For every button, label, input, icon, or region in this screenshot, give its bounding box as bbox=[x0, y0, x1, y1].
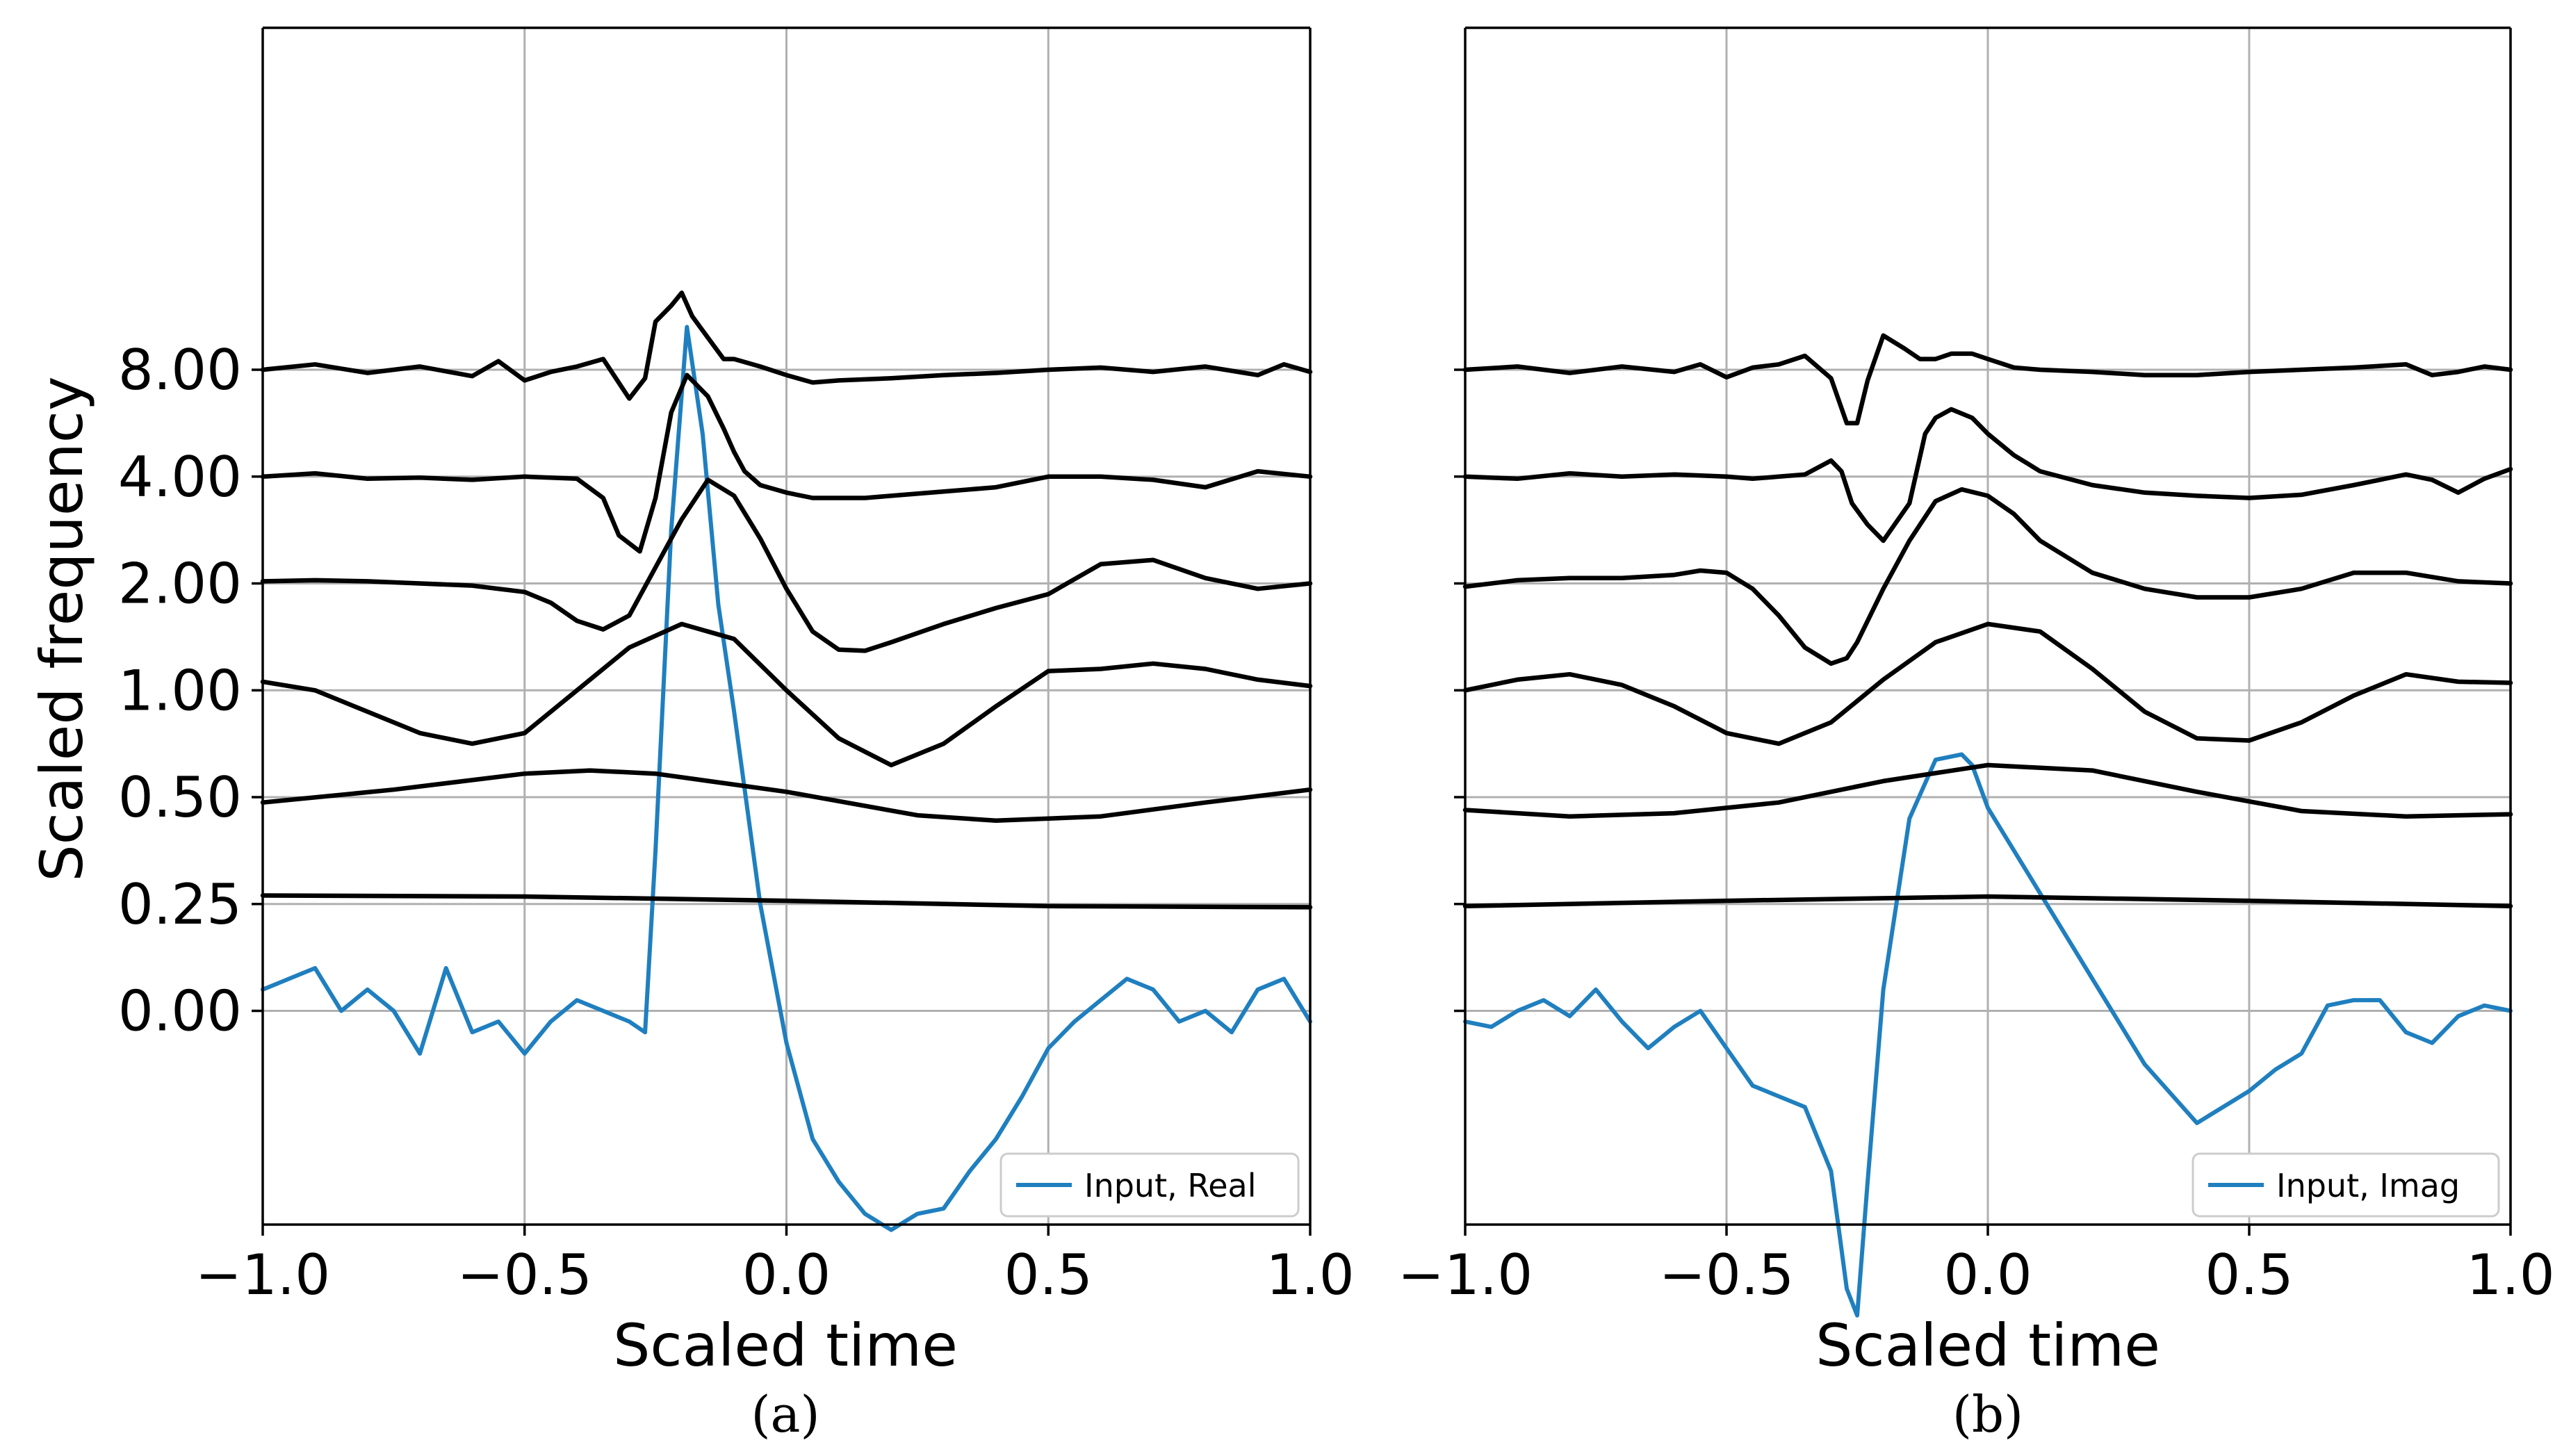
series-line-0.50 bbox=[260, 768, 1313, 824]
panel-b-xlabel: Scaled time bbox=[1815, 1311, 2160, 1380]
legend-entry-label: Input, Real bbox=[1084, 1167, 1257, 1204]
panel-b: −1.0 −0.5 0.0 0.5 1.0 Scaled time (b) Input,… bbox=[1398, 26, 2555, 1443]
y-tick-label: 2.00 bbox=[118, 552, 242, 616]
x-tick-label: 0.5 bbox=[2205, 1243, 2293, 1307]
series-line-8.00 bbox=[1462, 333, 2513, 426]
series-line-2.00 bbox=[260, 477, 1313, 653]
panel-a-label: (a) bbox=[751, 1385, 819, 1443]
x-tick-label: −0.5 bbox=[1659, 1243, 1794, 1307]
x-tick-label: 0.0 bbox=[1943, 1243, 2032, 1307]
panel-b-series bbox=[1462, 333, 2513, 1318]
y-tick-label: 1.00 bbox=[118, 658, 242, 723]
legend-box bbox=[999, 1152, 1300, 1218]
panel-a-xlabel: Scaled time bbox=[613, 1311, 958, 1380]
series-line-input bbox=[1463, 752, 2513, 1318]
x-tick-label: −1.0 bbox=[1398, 1243, 1533, 1307]
legend-box bbox=[2192, 1152, 2500, 1218]
series-line-0.25 bbox=[1462, 894, 2513, 909]
x-tick-label: 0.0 bbox=[742, 1243, 831, 1307]
y-tick-label: 8.00 bbox=[118, 338, 242, 402]
panel-b-ticks: −1.0 −0.5 0.0 0.5 1.0 bbox=[1398, 368, 2555, 1307]
series-line-2.00 bbox=[1462, 486, 2513, 666]
panel-b-label: (b) bbox=[1952, 1385, 2023, 1443]
series-line-1.00 bbox=[260, 621, 1313, 768]
series-line-8.00 bbox=[260, 291, 1313, 401]
y-tick-label: 4.00 bbox=[118, 445, 242, 509]
y-tick-label: 0.50 bbox=[118, 765, 242, 830]
panel-a-legend: Input, Real bbox=[999, 1152, 1300, 1218]
panel-a-axes bbox=[261, 26, 1312, 1226]
series-line-0.25 bbox=[260, 893, 1313, 910]
panel-a: −1.0 −0.5 0.0 0.5 1.0 0.00 0.25 0.50 1.00 2.00 4.0… bbox=[28, 26, 1355, 1443]
series-line-input bbox=[261, 325, 1312, 1232]
y-tick-label: 0.25 bbox=[118, 872, 242, 937]
legend-entry-label: Input, Imag bbox=[2276, 1167, 2460, 1204]
panel-b-legend: Input, Imag bbox=[2192, 1152, 2500, 1218]
series-line-4.00 bbox=[260, 373, 1313, 554]
x-tick-label: −0.5 bbox=[457, 1243, 592, 1307]
panel-a-series bbox=[260, 291, 1313, 1232]
x-tick-label: 1.0 bbox=[1266, 1243, 1354, 1307]
series-line-4.00 bbox=[1462, 407, 2513, 543]
series-line-1.00 bbox=[1462, 621, 2513, 746]
x-tick-label: −1.0 bbox=[195, 1243, 330, 1307]
panel-a-ylabel: Scaled frequency bbox=[28, 376, 96, 881]
series-line-0.50 bbox=[1462, 762, 2513, 819]
y-tick-label: 0.00 bbox=[118, 979, 242, 1044]
x-tick-label: 1.0 bbox=[2466, 1243, 2554, 1307]
panel-a-ticks: −1.0 −0.5 0.0 0.5 1.0 0.00 0.25 0.50 1.00 2.00 4.0… bbox=[118, 338, 1355, 1307]
x-tick-label: 0.5 bbox=[1004, 1243, 1093, 1307]
